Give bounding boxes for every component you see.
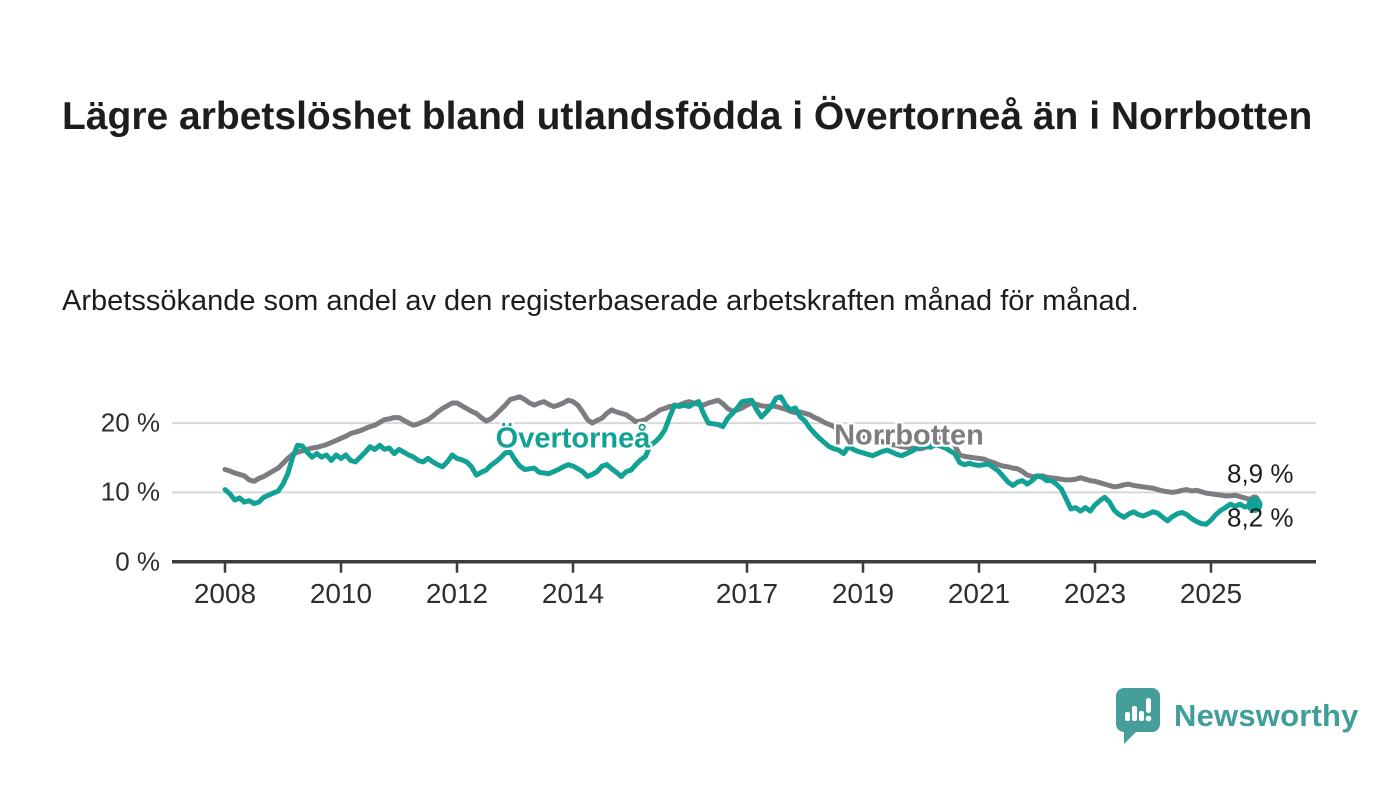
- x-axis-tick-label-2021: 2021: [948, 578, 1010, 609]
- page-title: Lägre arbetslöshet bland utlandsfödda i …: [62, 95, 1313, 139]
- series-end-dot-Övertorneå: [1246, 496, 1263, 513]
- series-line-Norrbotten: [222, 394, 1257, 503]
- x-axis-tick-label-2017: 2017: [716, 578, 778, 609]
- series-label-overtornea: Övertorneå: [495, 422, 651, 455]
- x-axis-tick-label-2010: 2010: [310, 578, 372, 609]
- x-axis-tick-label-2014: 2014: [542, 578, 604, 609]
- newsworthy-logo: Newsworthy: [1114, 686, 1359, 746]
- x-axis-tick-label-2008: 2008: [194, 578, 256, 609]
- y-axis-label-20: 20 %: [100, 407, 160, 438]
- newsworthy-bubble-chart-icon: [1116, 688, 1160, 744]
- series-label-norrbotten: Norrbotten: [834, 419, 984, 452]
- page-subtitle: Arbetssökande som andel av den registerb…: [62, 285, 1139, 317]
- y-axis-label-10: 10 %: [100, 476, 160, 507]
- x-axis-tick-label-2023: 2023: [1064, 578, 1126, 609]
- x-axis-tick-label-2012: 2012: [426, 578, 488, 609]
- x-axis-tick-label-2019: 2019: [832, 578, 894, 609]
- end-value-label-overtornea: 8,2 %: [1227, 502, 1294, 533]
- x-axis-tick-label-2025: 2025: [1180, 578, 1242, 609]
- series-line-Övertorneå: [222, 394, 1257, 527]
- newsworthy-logo-text: Newsworthy: [1174, 698, 1359, 733]
- y-axis-label-0: 0 %: [115, 546, 160, 577]
- end-value-label-norrbotten: 8,9 %: [1227, 458, 1294, 489]
